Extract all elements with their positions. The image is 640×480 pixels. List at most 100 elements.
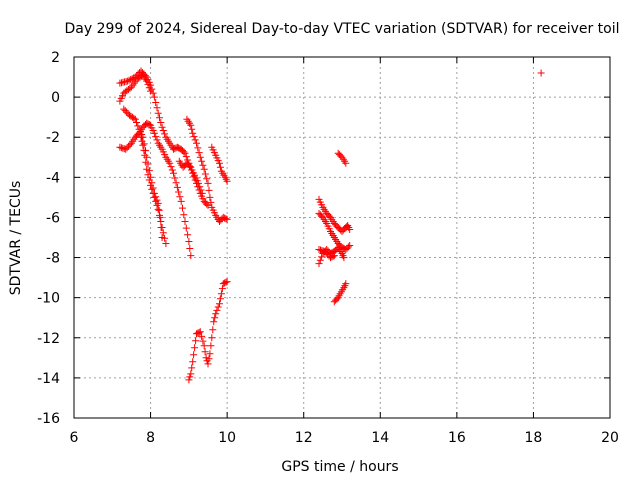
data-point — [344, 243, 352, 251]
data-point — [145, 84, 153, 92]
data-point — [179, 204, 186, 212]
data-point — [537, 69, 545, 77]
data-point — [324, 251, 332, 258]
data-point — [147, 181, 155, 189]
data-point — [191, 344, 199, 352]
data-point — [340, 254, 348, 262]
data-point — [144, 80, 152, 88]
data-point — [170, 169, 177, 177]
x-tick-label: 18 — [525, 430, 543, 446]
data-point — [143, 77, 151, 85]
data-point — [188, 125, 196, 133]
data-point — [181, 149, 189, 157]
data-point — [162, 240, 170, 247]
data-point — [212, 310, 220, 318]
data-point — [206, 193, 214, 201]
y-tick-label: -4 — [46, 170, 60, 186]
data-point — [207, 342, 215, 350]
chart-title: Day 299 of 2024, Sidereal Day-to-day VTE… — [64, 21, 619, 37]
data-point — [180, 148, 188, 156]
data-point — [205, 186, 213, 194]
data-point — [222, 215, 230, 223]
data-point — [318, 253, 326, 261]
x-tick-label: 16 — [448, 430, 466, 446]
data-point — [152, 99, 160, 106]
data-point — [159, 127, 167, 134]
data-point — [196, 328, 204, 336]
y-tick-labels: 2 0 -2 -4 -6 -8 -10 -12 -14 -16 — [37, 50, 60, 427]
y-tick-label: 0 — [51, 90, 60, 106]
data-point — [153, 104, 161, 112]
data-point — [192, 337, 200, 345]
data-point — [153, 201, 161, 209]
data-point — [198, 332, 206, 340]
data-point — [154, 109, 162, 117]
data-point — [150, 93, 158, 101]
data-point — [138, 137, 146, 145]
data-point — [131, 115, 139, 123]
data-point — [156, 114, 163, 122]
data-point — [182, 224, 190, 232]
y-tick-label: -6 — [46, 210, 60, 226]
data-point — [201, 348, 209, 356]
data-point — [157, 119, 165, 126]
data-point — [216, 159, 223, 167]
data-point — [206, 350, 214, 358]
data-point — [161, 234, 169, 242]
data-point — [141, 151, 149, 159]
data-marks — [116, 67, 545, 384]
y-tick-label: -12 — [37, 331, 60, 347]
data-point — [148, 185, 156, 193]
data-point — [214, 303, 222, 311]
data-point — [346, 242, 354, 249]
plot-frame — [73, 56, 611, 419]
x-axis-label: GPS time / hours — [281, 459, 398, 475]
data-point — [197, 186, 205, 194]
data-point — [208, 334, 216, 342]
x-tick-label: 12 — [295, 430, 313, 446]
axis-ticks — [73, 56, 611, 419]
x-tick-label: 6 — [70, 430, 79, 446]
x-tick-label: 8 — [146, 430, 155, 446]
data-point — [121, 107, 129, 115]
data-point — [200, 342, 208, 350]
data-point — [199, 161, 207, 169]
data-point — [145, 176, 153, 184]
data-point — [161, 130, 169, 138]
data-point — [198, 157, 206, 165]
data-point — [315, 260, 323, 268]
data-point — [175, 188, 183, 196]
data-point — [168, 166, 176, 174]
data-point — [123, 108, 131, 116]
data-point — [134, 122, 142, 130]
data-point — [189, 129, 197, 137]
data-point — [222, 278, 230, 286]
data-point — [186, 373, 194, 381]
data-point — [216, 295, 224, 303]
data-point — [217, 290, 225, 298]
data-point — [187, 370, 195, 378]
data-point — [184, 156, 192, 164]
data-point — [156, 211, 163, 219]
data-point — [223, 177, 231, 185]
data-point — [194, 144, 202, 152]
x-tick-label: 10 — [218, 430, 236, 446]
x-tick-label: 20 — [601, 430, 619, 446]
data-point — [191, 136, 199, 144]
data-point — [203, 200, 211, 208]
data-point — [186, 245, 194, 252]
data-point — [187, 252, 195, 260]
data-point — [186, 162, 193, 170]
data-point — [139, 141, 147, 149]
y-tick-label: 2 — [51, 50, 60, 66]
data-point — [172, 179, 180, 187]
data-point — [342, 159, 350, 167]
data-point — [182, 153, 190, 161]
data-point — [188, 364, 196, 372]
data-point — [124, 77, 132, 85]
data-point — [210, 318, 218, 326]
data-point — [157, 218, 165, 225]
data-point — [144, 171, 152, 179]
y-tick-label: -10 — [37, 291, 60, 307]
